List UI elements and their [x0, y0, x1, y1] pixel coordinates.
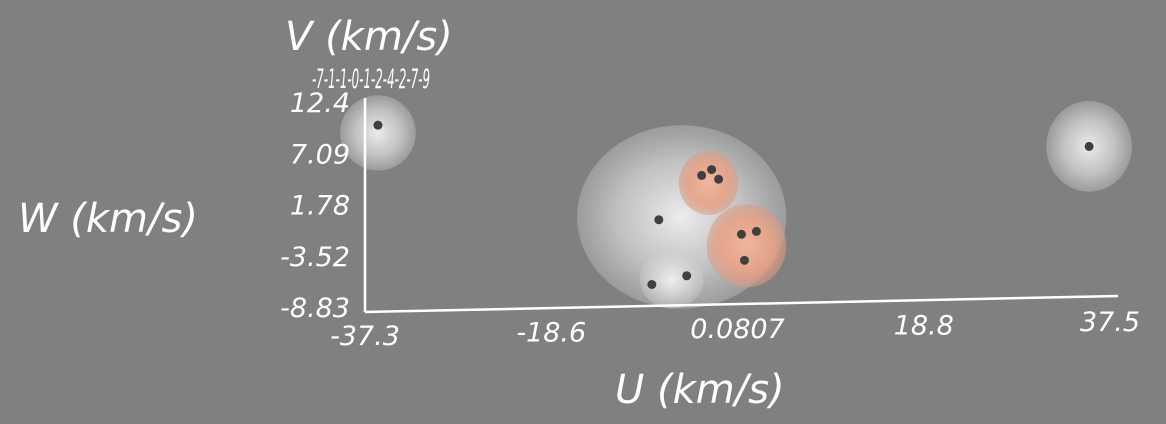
- data-point-10: [1084, 141, 1094, 151]
- data-point-8: [739, 255, 749, 265]
- density-surfaces: [340, 95, 1132, 309]
- axis-ticks: -37.3 -18.6 0.0807 18.8 37.5 -8.83 -3.52 1.78 7.…: [280, 88, 1140, 352]
- u-axis-line: [364, 294, 1119, 314]
- data-point-3: [682, 271, 692, 281]
- density-blob-4: [678, 151, 739, 215]
- y-tick-label: -3.52: [280, 242, 350, 273]
- y-tick-label: 1.78: [290, 191, 350, 222]
- y-tick-label: -8.83: [280, 293, 350, 324]
- z-axis-ticks: -7-1-1-0-1-2-4-2-7-9: [312, 64, 430, 95]
- data-point-0: [373, 120, 383, 130]
- density-blob-0: [340, 95, 416, 171]
- data-point-6: [714, 174, 724, 184]
- x-tick-label: 0.0807: [690, 314, 784, 345]
- data-point-2: [647, 280, 657, 290]
- data-point-1: [654, 215, 664, 225]
- x-tick-label: 18.8: [894, 311, 954, 342]
- x-tick-label: 37.5: [1080, 307, 1140, 338]
- data-point-4: [697, 170, 707, 180]
- data-point-9: [751, 226, 761, 236]
- y-tick-label: 7.09: [290, 139, 350, 170]
- data-points: [373, 120, 1094, 290]
- data-point-7: [736, 229, 746, 239]
- density-blob-3: [639, 250, 704, 309]
- z-axis-title: V (km/s): [285, 14, 453, 60]
- x-axis-title: U (km/s): [615, 367, 785, 413]
- x-tick-label: -18.6: [516, 318, 586, 349]
- x-tick-label: -37.3: [330, 321, 400, 352]
- data-point-5: [707, 165, 717, 175]
- y-axis-title: W (km/s): [18, 196, 198, 242]
- y-tick-label: 12.4: [290, 88, 350, 119]
- density-blob-5: [706, 204, 787, 288]
